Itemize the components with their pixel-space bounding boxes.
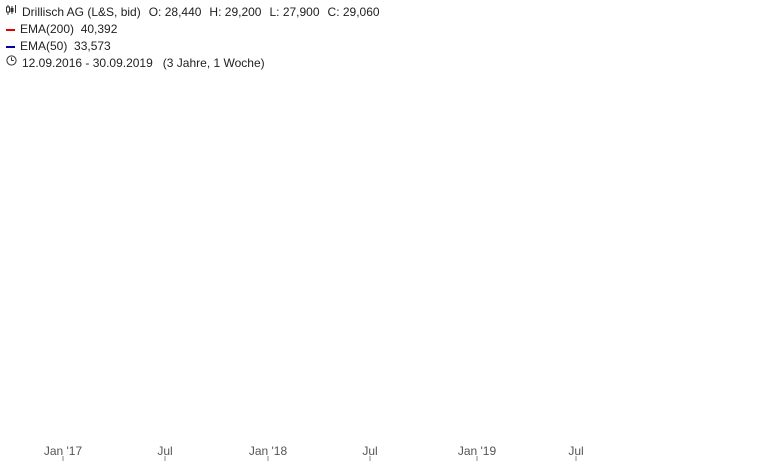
high-value: 29,200	[224, 5, 262, 19]
open-value: 28,440	[164, 5, 202, 19]
ema200-swatch	[6, 28, 15, 31]
legend-ema50-row: EMA(50) 33,573	[6, 38, 380, 55]
legend-range-row: 12.09.2016 - 30.09.2019 (3 Jahre, 1 Woch…	[6, 55, 380, 72]
low-value: 27,900	[282, 5, 320, 19]
close-value: 29,060	[342, 5, 380, 19]
x-tick-label: Jul	[362, 444, 377, 458]
x-tick-label: Jan '19	[458, 444, 497, 458]
ema50-value: 33,573	[74, 39, 111, 53]
high-label: H:	[209, 5, 222, 19]
chart-legend: Drillisch AG (L&S, bid) O: 28,440 H: 29,…	[6, 4, 380, 72]
x-axis: Jan '17 Jul Jan '18 Jul Jan '19 Jul	[44, 444, 584, 461]
ema50-label: EMA(50)	[20, 39, 68, 53]
x-tick-label: Jan '17	[44, 444, 83, 458]
x-tick-label: Jul	[157, 444, 172, 458]
ema200-value: 40,392	[80, 22, 118, 36]
x-tick-label: Jul	[568, 444, 583, 458]
close-label: C:	[327, 5, 340, 19]
clock-icon	[6, 55, 18, 72]
legend-ema200-row: EMA(200) 40,392	[6, 21, 380, 38]
ema200-label: EMA(200)	[20, 22, 75, 36]
instrument-name: Drillisch AG (L&S, bid)	[22, 5, 141, 19]
date-range: 12.09.2016 - 30.09.2019	[22, 56, 153, 70]
low-label: L:	[269, 5, 280, 19]
legend-instrument-row: Drillisch AG (L&S, bid) O: 28,440 H: 29,…	[6, 4, 380, 21]
x-tick-label: Jan '18	[249, 444, 288, 458]
ema50-swatch	[6, 45, 15, 48]
period: (3 Jahre, 1 Woche)	[162, 56, 265, 70]
candlestick-icon	[6, 4, 18, 21]
open-label: O:	[148, 5, 162, 19]
